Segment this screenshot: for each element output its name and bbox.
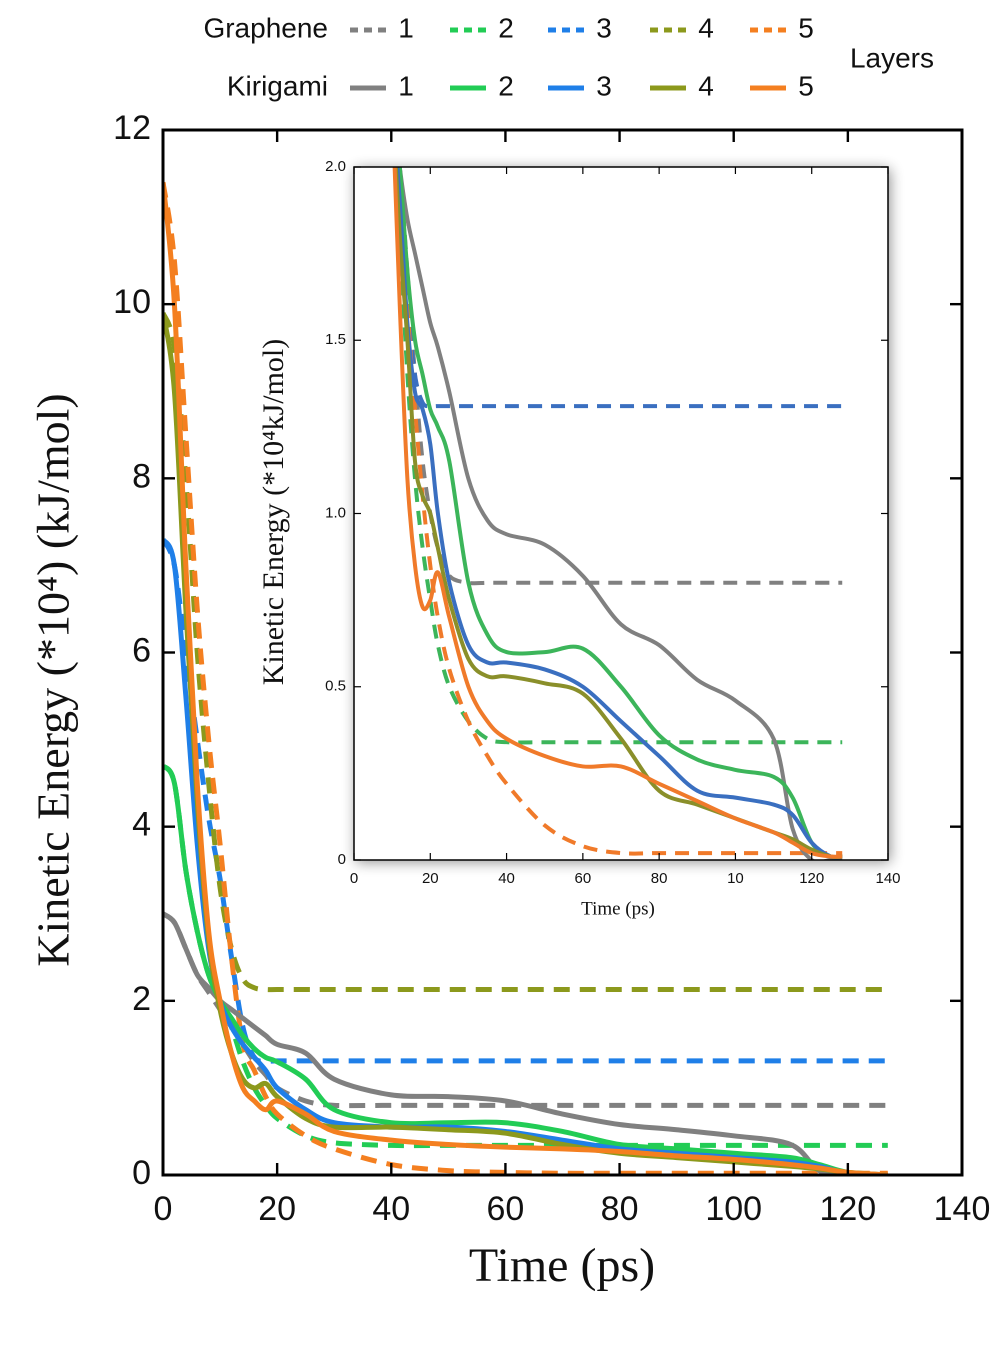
series-line — [163, 181, 888, 1175]
legend-label: 1 — [398, 70, 414, 101]
x-tick-label: 80 — [651, 870, 668, 887]
legend-label: 1 — [398, 12, 414, 43]
x-tick-label: 40 — [372, 1190, 410, 1228]
series-line — [392, 97, 842, 122]
y-tick-label: 4 — [132, 806, 151, 844]
legend-label: 5 — [798, 12, 814, 43]
plot-background — [354, 167, 888, 860]
y-tick-label: 2 — [132, 980, 151, 1018]
series-line — [397, 167, 843, 856]
x-tick-label: 10 — [727, 870, 744, 887]
y-tick-label: 1.0 — [325, 504, 346, 521]
series-line — [395, 167, 843, 860]
legend-label: 5 — [798, 70, 814, 101]
y-axis-label: Kinetic Energy (*10⁴) (kJ/mol) — [28, 393, 79, 966]
legend-row-label: Graphene — [203, 12, 328, 43]
y-tick-label: 0 — [338, 851, 346, 868]
series-group — [392, 97, 843, 860]
legend-label: 2 — [498, 70, 514, 101]
y-axis-label: Kinetic Energy (*10⁴kJ/mol) — [257, 339, 290, 686]
legend-label: 4 — [698, 12, 714, 43]
legend-label: 4 — [698, 70, 714, 101]
series-line — [163, 763, 888, 1175]
series-line — [163, 182, 888, 1175]
series-line — [392, 167, 843, 859]
legend: Graphene Kirigami Layers 1 2 3 4 5 1 2 3 4 5 — [203, 12, 934, 101]
legend-row-label: Kirigami — [227, 70, 328, 101]
y-tick-label: 12 — [113, 109, 151, 147]
legend-label: 3 — [596, 12, 612, 43]
y-tick-label: 6 — [132, 631, 151, 669]
x-tick-label: 60 — [575, 870, 592, 887]
y-tick-label: 2.0 — [325, 158, 346, 175]
y-tick-label: 8 — [132, 457, 151, 495]
plot: 0 20 40 60 80 10 120 140 0 0.5 1.0 1.5 2.0 Time (ps) K… — [257, 97, 901, 919]
legend-label: 3 — [596, 70, 612, 101]
x-axis-label: Time (ps) — [469, 1239, 655, 1292]
x-tick-label: 120 — [819, 1190, 876, 1228]
x-tick-label: 0 — [154, 1190, 173, 1228]
series-group — [163, 181, 888, 1175]
x-tick-label: 80 — [601, 1190, 639, 1228]
x-tick-label: 40 — [498, 870, 515, 887]
x-tick-label: 140 — [934, 1190, 991, 1228]
x-tick-label: 120 — [799, 870, 824, 887]
x-axis-label: Time (ps) — [581, 898, 655, 919]
series-line — [163, 911, 888, 1109]
series-line — [397, 167, 843, 860]
x-tick-label: 0 — [350, 870, 358, 887]
legend-title: Layers — [850, 42, 934, 73]
series-line — [395, 167, 843, 409]
x-tick-label: 140 — [875, 870, 900, 887]
series-line — [163, 311, 888, 993]
x-tick-label: 20 — [422, 870, 439, 887]
y-tick-label: 1.5 — [325, 331, 346, 348]
series-line — [163, 538, 888, 1064]
y-tick-label: 0.5 — [325, 678, 346, 695]
series-line — [163, 911, 888, 1175]
x-tick-label: 60 — [487, 1190, 525, 1228]
x-tick-label: 100 — [705, 1190, 762, 1228]
legend-label: 2 — [498, 12, 514, 43]
y-tick-label: 0 — [132, 1154, 151, 1192]
x-tick-label: 20 — [258, 1190, 296, 1228]
y-tick-label: 10 — [113, 283, 151, 321]
